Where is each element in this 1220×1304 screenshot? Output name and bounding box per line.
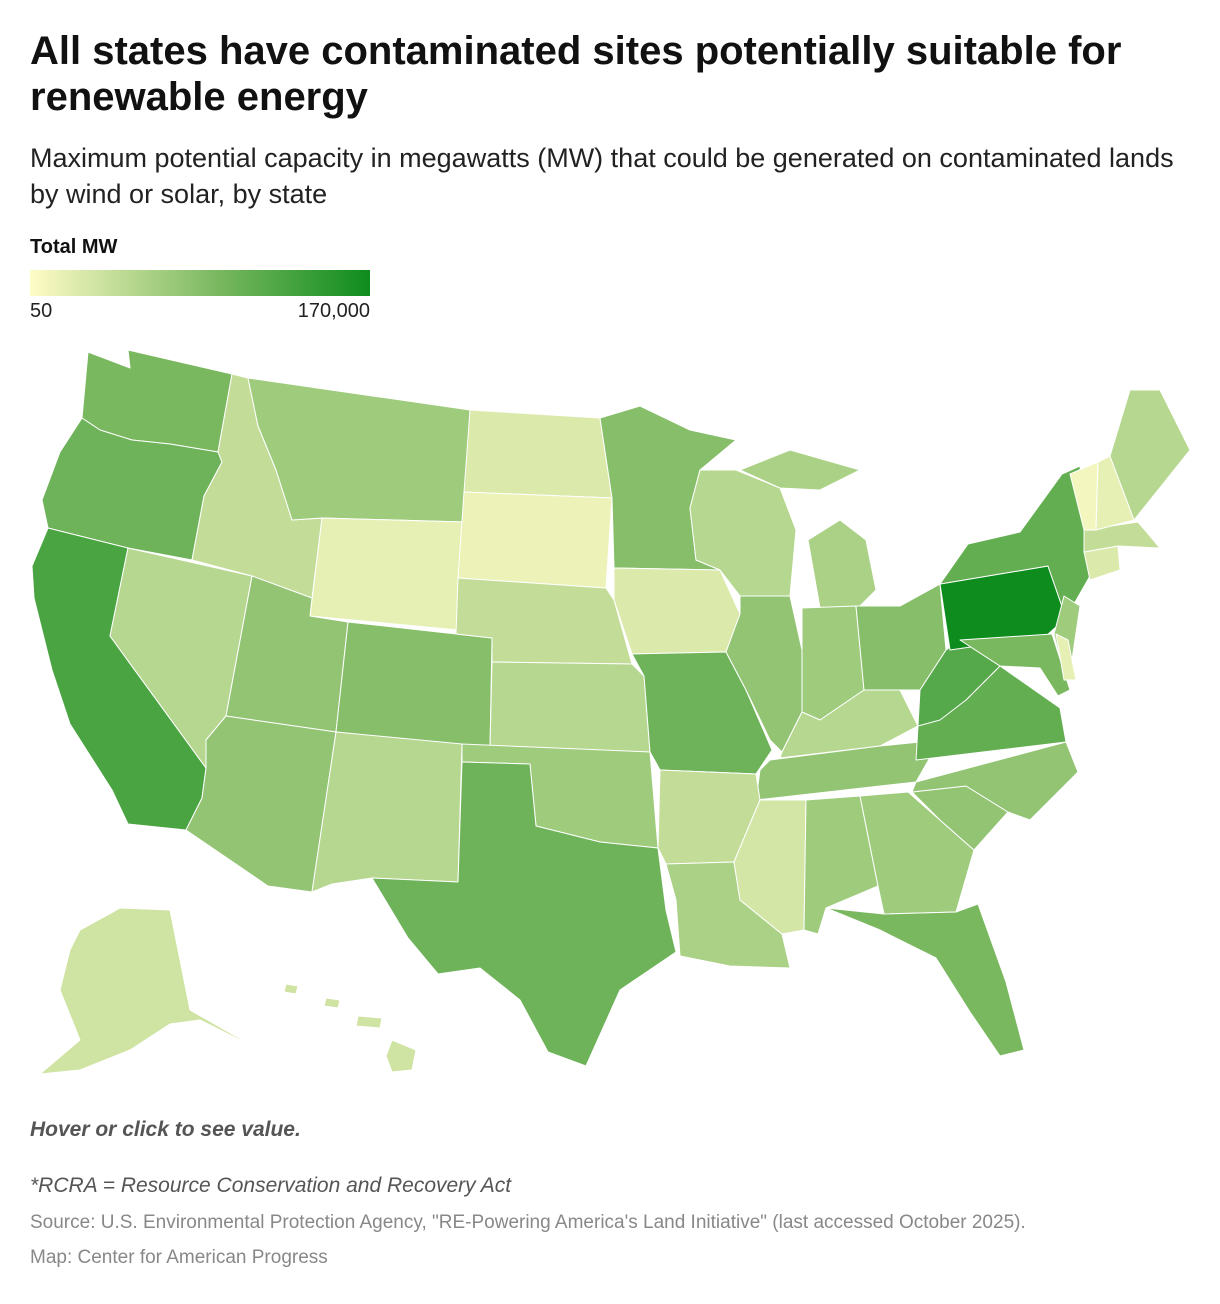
state-TX[interactable] <box>371 761 677 1067</box>
state-IA[interactable] <box>613 567 741 655</box>
state-MA[interactable] <box>1083 521 1161 553</box>
state-MS[interactable] <box>733 799 807 935</box>
legend-max-label: 170,000 <box>297 300 370 322</box>
state-DE[interactable] <box>1055 633 1077 681</box>
legend-color-scale <box>30 270 370 296</box>
state-HI[interactable] <box>283 983 417 1073</box>
legend-min-label: 50 <box>30 300 53 322</box>
state-NC[interactable] <box>911 741 1079 821</box>
state-NM[interactable] <box>311 731 463 893</box>
chart-title: All states have contaminated sites poten… <box>30 29 1122 119</box>
state-SD[interactable] <box>457 491 613 589</box>
state-AZ[interactable] <box>185 715 337 893</box>
state-AK[interactable] <box>39 907 261 1075</box>
source-note: Source: U.S. Environmental Protection Ag… <box>30 1212 1026 1233</box>
state-WI[interactable] <box>689 469 797 597</box>
legend-title: Total MW <box>30 236 118 258</box>
state-IL[interactable] <box>725 595 803 753</box>
state-KS[interactable] <box>489 661 651 753</box>
state-MD[interactable] <box>959 633 1071 697</box>
hover-instruction: Hover or click to see value. <box>30 1118 301 1141</box>
state-FL[interactable] <box>825 903 1025 1057</box>
footnote: *RCRA = Resource Conservation and Recove… <box>30 1174 512 1197</box>
state-NY[interactable] <box>939 465 1091 619</box>
state-WV[interactable] <box>917 639 1001 727</box>
state-ME[interactable] <box>1109 389 1191 521</box>
us-choropleth-map[interactable] <box>0 330 1220 1090</box>
state-CO[interactable] <box>335 621 493 749</box>
state-WY[interactable] <box>309 517 465 631</box>
chart-subtitle: Maximum potential capacity in megawatts … <box>30 143 1174 209</box>
credit-note: Map: Center for American Progress <box>30 1247 328 1268</box>
state-ND[interactable] <box>463 409 613 499</box>
